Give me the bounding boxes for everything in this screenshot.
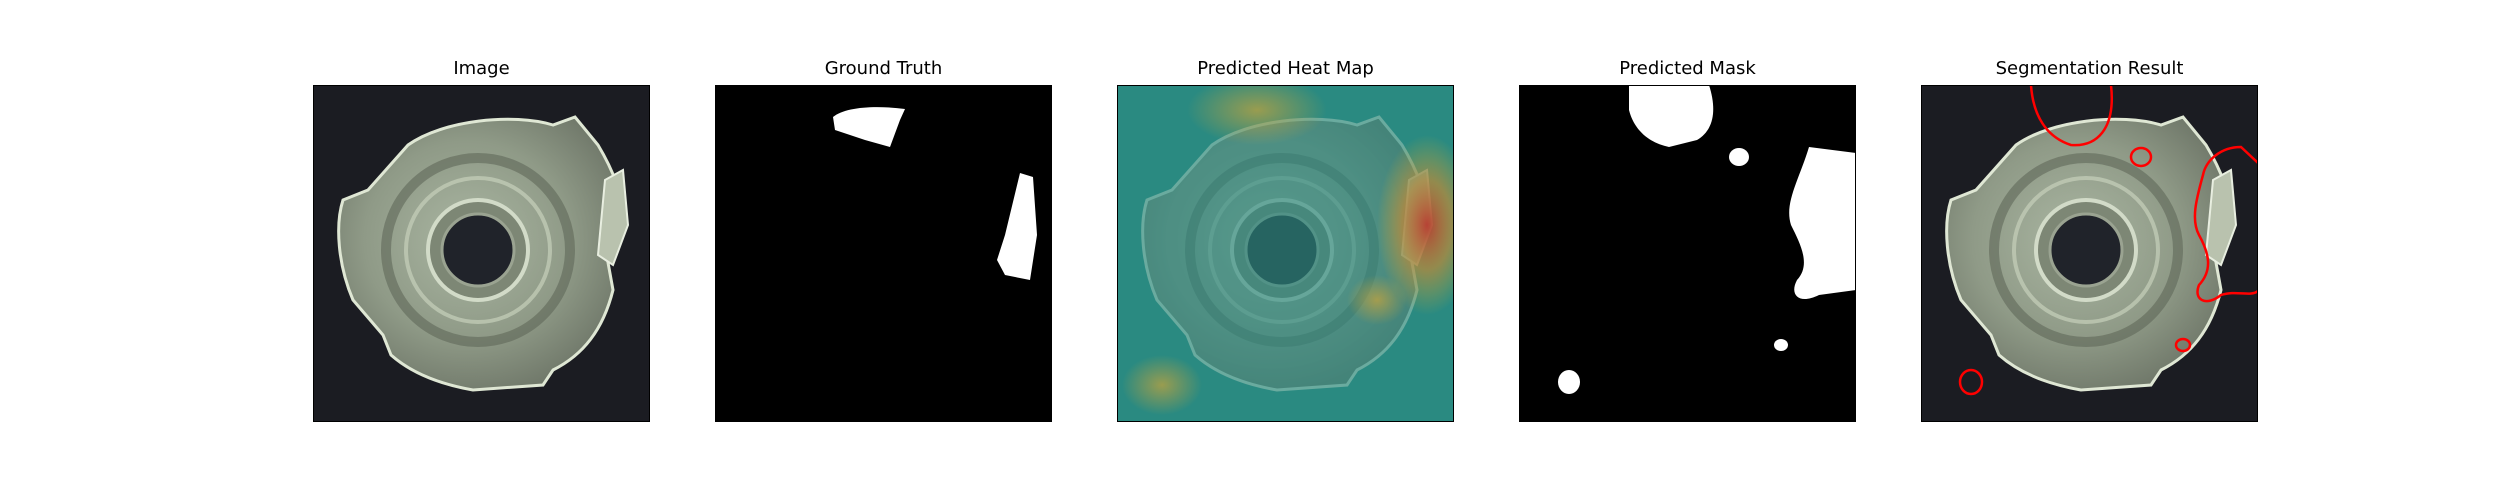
segmentation-result	[1921, 85, 2258, 422]
panel-ground-truth	[715, 85, 1052, 422]
input-image	[313, 85, 650, 422]
heat-warm-bottom-left	[1122, 355, 1202, 415]
panel-image	[313, 85, 650, 422]
pred-blob-right	[1789, 147, 1856, 300]
contour-bottom-left	[1958, 368, 1984, 396]
panel-heat-map	[1117, 85, 1454, 422]
heat-warm-mid	[1347, 275, 1407, 325]
gt-defect-top	[833, 107, 905, 147]
heat-warm-top	[1187, 85, 1327, 145]
heat-map	[1117, 85, 1454, 422]
segmentation-contours	[1958, 85, 2258, 396]
contour-right	[2193, 145, 2258, 303]
heat-hotspot-right	[1377, 135, 1454, 315]
ground-truth-mask	[715, 85, 1052, 422]
pred-blob-small-2	[1774, 339, 1788, 351]
pred-blob-bottom-left	[1558, 370, 1580, 394]
contour-top	[2029, 85, 2114, 147]
panel-predicted-mask	[1519, 85, 1856, 422]
panel-title-predicted-mask: Predicted Mask	[1619, 58, 1756, 79]
contour-small-2	[2174, 337, 2192, 353]
panel-segmentation-result	[1921, 85, 2258, 422]
pred-blob-top	[1629, 85, 1714, 147]
gt-defect-right	[997, 173, 1037, 280]
predicted-mask	[1519, 85, 1856, 422]
panel-title-ground-truth: Ground Truth	[824, 58, 943, 79]
panel-title-segmentation-result: Segmentation Result	[1995, 58, 2184, 79]
panel-title-heat-map: Predicted Heat Map	[1197, 58, 1374, 79]
panel-title-image: Image	[453, 58, 510, 79]
contour-small-1	[2129, 146, 2153, 168]
pred-blob-small-1	[1729, 148, 1749, 166]
